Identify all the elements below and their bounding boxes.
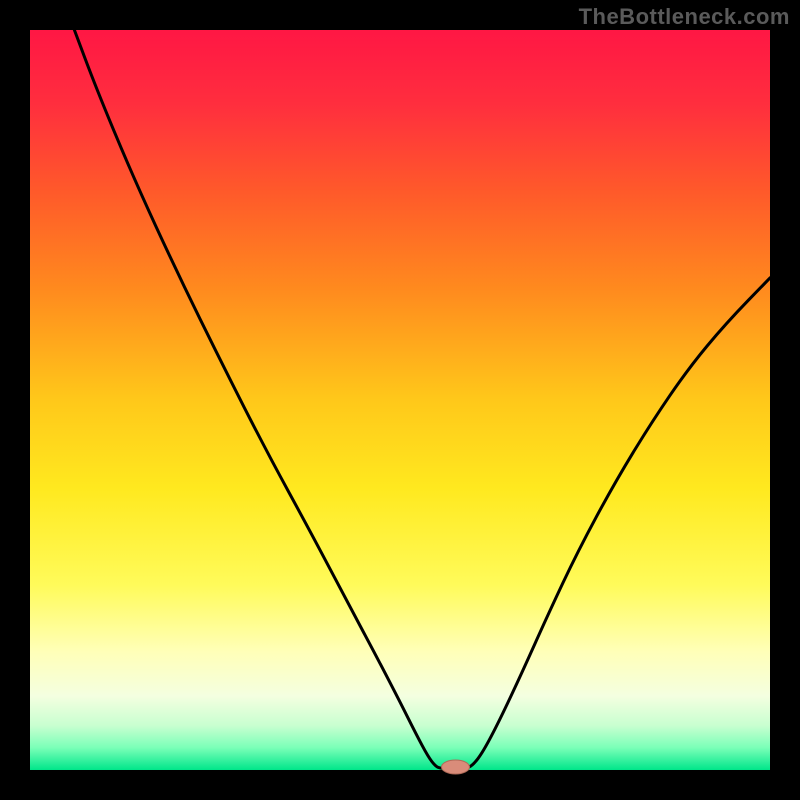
bottleneck-chart xyxy=(0,0,800,800)
chart-background xyxy=(30,30,770,770)
optimal-marker xyxy=(442,760,470,774)
watermark-text: TheBottleneck.com xyxy=(579,4,790,30)
